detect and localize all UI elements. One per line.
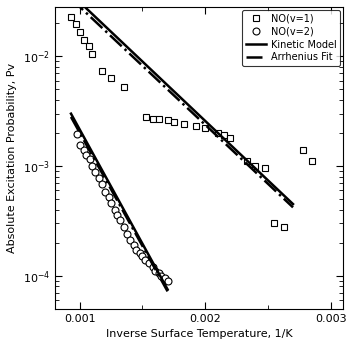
NO(v=1)	[203, 126, 207, 130]
NO(v=2)	[90, 164, 95, 168]
NO(v=2)	[150, 265, 155, 269]
NO(v=1)	[216, 131, 220, 135]
NO(v=2)	[78, 143, 82, 147]
NO(v=1)	[90, 52, 95, 56]
NO(v=2)	[88, 157, 92, 162]
Line: NO(v=2): NO(v=2)	[74, 131, 171, 284]
NO(v=2)	[157, 271, 161, 275]
NO(v=2)	[153, 269, 157, 273]
NO(v=1)	[228, 136, 233, 140]
NO(v=2)	[159, 274, 164, 278]
NO(v=2)	[113, 208, 117, 212]
NO(v=2)	[165, 279, 170, 283]
NO(v=2)	[81, 148, 86, 152]
NO(v=1)	[301, 148, 305, 152]
NO(v=1)	[100, 69, 104, 73]
NO(v=2)	[118, 218, 122, 222]
Legend: NO(v=1), NO(v=2), Kinetic Model, Arrhenius Fit: NO(v=1), NO(v=2), Kinetic Model, Arrheni…	[242, 10, 340, 66]
NO(v=1)	[144, 115, 148, 119]
NO(v=2)	[147, 261, 151, 265]
NO(v=1)	[86, 44, 91, 48]
NO(v=1)	[150, 117, 155, 121]
NO(v=2)	[109, 201, 113, 205]
NO(v=2)	[107, 195, 111, 199]
NO(v=2)	[163, 276, 167, 280]
Line: NO(v=1): NO(v=1)	[68, 13, 315, 230]
NO(v=2)	[138, 251, 142, 255]
NO(v=1)	[310, 160, 314, 164]
NO(v=2)	[100, 182, 104, 186]
NO(v=2)	[121, 225, 126, 229]
NO(v=2)	[103, 190, 107, 194]
NO(v=2)	[97, 176, 101, 180]
NO(v=1)	[222, 133, 226, 137]
NO(v=1)	[272, 221, 276, 226]
NO(v=2)	[128, 238, 132, 243]
NO(v=1)	[69, 15, 73, 19]
NO(v=1)	[78, 30, 82, 35]
X-axis label: Inverse Surface Temperature, 1/K: Inverse Surface Temperature, 1/K	[105, 329, 292, 339]
NO(v=2)	[84, 153, 88, 157]
NO(v=2)	[141, 254, 145, 258]
NO(v=1)	[109, 76, 113, 80]
NO(v=2)	[115, 213, 120, 217]
NO(v=2)	[132, 243, 136, 247]
NO(v=1)	[172, 120, 176, 125]
NO(v=2)	[134, 248, 138, 253]
NO(v=1)	[165, 118, 170, 122]
NO(v=1)	[282, 225, 286, 229]
NO(v=1)	[253, 164, 257, 168]
NO(v=1)	[121, 84, 126, 89]
NO(v=1)	[263, 166, 268, 171]
NO(v=2)	[75, 132, 79, 136]
NO(v=2)	[143, 258, 147, 262]
NO(v=1)	[81, 38, 86, 42]
NO(v=1)	[157, 117, 161, 121]
NO(v=2)	[125, 232, 130, 236]
NO(v=1)	[194, 124, 199, 128]
Y-axis label: Absolute Excitation Probability, Pv: Absolute Excitation Probability, Pv	[7, 63, 17, 253]
NO(v=1)	[182, 122, 186, 126]
NO(v=1)	[74, 22, 78, 27]
NO(v=1)	[245, 160, 249, 164]
NO(v=2)	[93, 170, 97, 174]
